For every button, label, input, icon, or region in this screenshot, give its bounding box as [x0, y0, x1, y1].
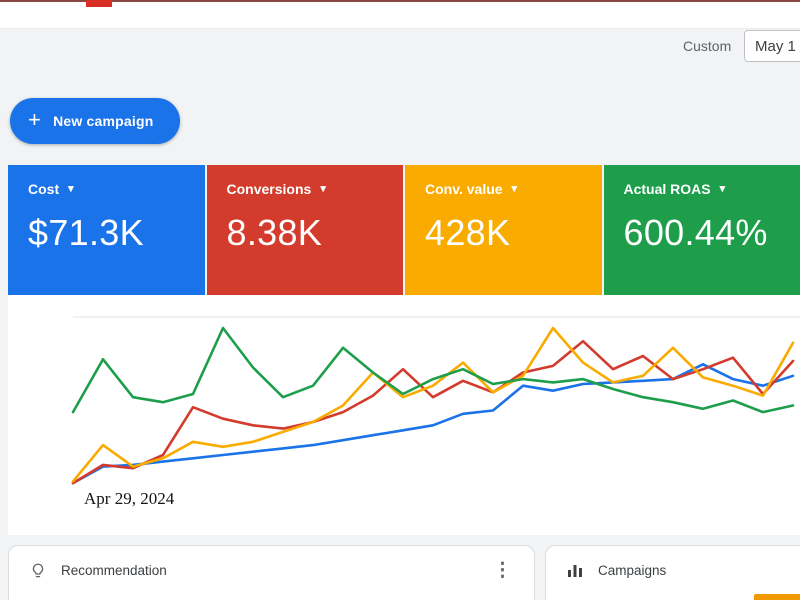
new-campaign-label: New campaign	[53, 113, 154, 129]
chevron-down-icon[interactable]: ▾	[511, 182, 518, 195]
date-range-custom-label[interactable]: Custom	[683, 38, 732, 54]
recommendation-card-title: Recommendation	[61, 563, 167, 578]
top-strip	[0, 0, 800, 29]
campaigns-card[interactable]: Campaigns	[545, 545, 800, 600]
chevron-down-icon[interactable]: ▾	[719, 182, 726, 195]
lightbulb-icon	[29, 562, 47, 580]
scorecard-actual-roas[interactable]: Actual ROAS ▾ 600.44%	[603, 165, 800, 295]
chevron-down-icon[interactable]: ▾	[320, 182, 326, 195]
series-conversions	[71, 339, 795, 485]
scorecard-cost-value: $71.3K	[28, 212, 144, 253]
date-range-value: May 1	[755, 37, 796, 55]
new-campaign-button[interactable]: + New campaign	[10, 98, 180, 144]
bottom-card-row: Recommendation ⋮ Campaigns	[8, 545, 800, 600]
scorecard-actual-roas-label: Actual ROAS	[623, 181, 711, 197]
video-progress-track	[0, 0, 800, 2]
campaigns-card-title: Campaigns	[598, 562, 667, 578]
overflow-menu-icon[interactable]: ⋮	[493, 560, 512, 581]
scorecard-actual-roas-value: 600.44%	[623, 212, 768, 253]
series-conv-value	[71, 326, 795, 483]
scorecard-cost-label: Cost	[28, 181, 60, 197]
recommendation-card[interactable]: Recommendation ⋮	[8, 545, 535, 600]
scorecard-conv-value[interactable]: Conv. value ▾ 428K	[405, 165, 602, 295]
scorecard-conv-value-value: 428K	[425, 212, 511, 253]
series-cost	[71, 362, 795, 485]
video-progress-bar[interactable]	[86, 0, 112, 7]
date-range-picker[interactable]: May 1	[744, 30, 800, 62]
scorecard-conversions[interactable]: Conversions ▾ 8.38K	[206, 165, 403, 295]
bar-chart-icon	[566, 561, 584, 579]
scorecard-conversions-label: Conversions	[226, 181, 312, 197]
performance-chart	[71, 316, 800, 485]
scorecard-row: Cost ▾ $71.3K Conversions ▾ 8.38K Conv. …	[8, 165, 800, 295]
chart-start-date-label: Apr 29, 2024	[84, 489, 175, 508]
performance-chart-panel: Apr 29, 2024	[8, 295, 800, 535]
scorecard-conv-value-label: Conv. value	[425, 181, 503, 197]
scorecard-conversions-value: 8.38K	[226, 212, 323, 253]
chevron-down-icon[interactable]: ▾	[68, 182, 74, 195]
scorecard-cost[interactable]: Cost ▾ $71.3K	[8, 165, 205, 295]
plus-icon: +	[28, 107, 42, 132]
series-actual-roas	[71, 326, 795, 414]
mini-bar-fragment	[754, 594, 800, 600]
